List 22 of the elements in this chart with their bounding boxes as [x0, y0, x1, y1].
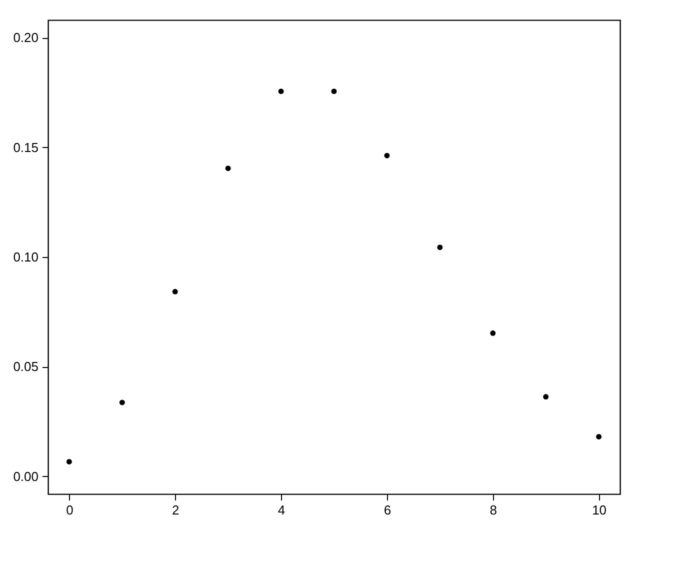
point: [490, 330, 496, 336]
point: [278, 88, 284, 94]
point: [543, 394, 549, 400]
point: [66, 459, 72, 464]
y-tick-label: 0.20: [13, 30, 38, 46]
x-tick-label: 0: [66, 502, 74, 518]
point: [331, 88, 337, 94]
x-tick-label: 2: [172, 502, 180, 518]
point: [384, 152, 390, 158]
point: [172, 288, 178, 294]
point: [119, 400, 125, 406]
y-tick-label: 0.10: [13, 250, 38, 264]
x-tick-label: 6: [384, 502, 392, 518]
x-tick-label: 8: [490, 502, 498, 518]
y-tick-label: 0.15: [13, 140, 38, 155]
x-tick-label: 10: [592, 502, 607, 518]
x-tick-label: 4: [278, 502, 286, 518]
point: [225, 166, 231, 172]
y-tick-label: 0.05: [13, 359, 38, 374]
point: [596, 434, 602, 440]
point: [437, 244, 443, 250]
y-tick-label: 0.00: [13, 468, 38, 484]
